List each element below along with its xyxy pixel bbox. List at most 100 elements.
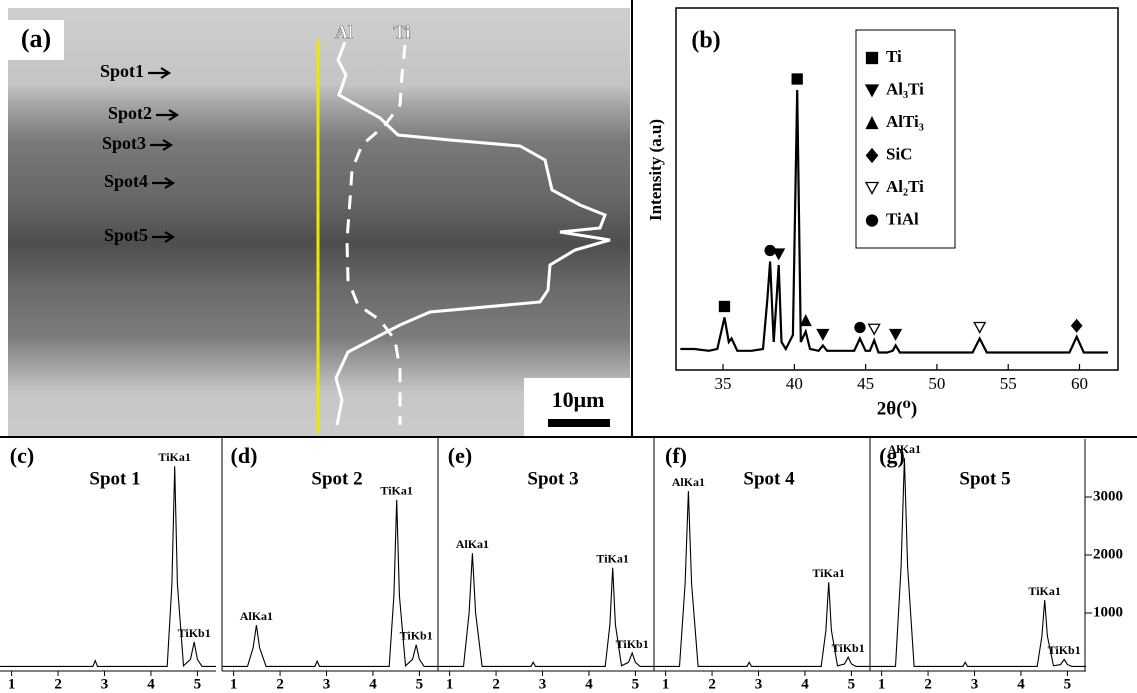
spot-label: Spot5 [104,225,148,245]
peak-label: AlKa1 [672,475,705,489]
x-tick-label: 3 [323,676,331,692]
peak-label: TiKb1 [1048,643,1081,657]
peak-label: TiKb1 [832,641,865,655]
profile-label: Ti [394,22,411,42]
panel-label: (a) [21,24,51,53]
peak-label: AlKa1 [240,609,273,623]
panel-title: Spot 3 [527,468,578,489]
panel-title: Spot 2 [311,468,362,489]
x-tick-label: 4 [801,676,809,692]
phase-marker [854,321,866,334]
x-tick-label: 3 [101,676,109,692]
legend-label: Al₂Ti [886,177,924,196]
y-tick-label: 1000 [1093,604,1123,620]
spot-arrow [148,67,172,79]
al-profile [334,41,611,426]
label-box [8,20,64,60]
x-tick-label: 4 [369,676,377,692]
x-tick-label: 2 [708,676,716,692]
phase-marker [718,300,731,313]
spot-arrow [152,231,176,243]
legend-marker [865,214,879,227]
panel-title: Spot 1 [89,468,140,489]
spot-arrow [150,139,174,151]
spot-label: Spot2 [108,103,152,123]
legend-marker [864,84,880,98]
peak-label: TiKb1 [178,626,211,640]
x-tick-label: 5 [416,676,424,692]
x-tick-label: 55 [1000,374,1017,393]
phase-marker [973,321,987,334]
x-tick-label: 3 [539,676,547,692]
x-tick-label: 2 [276,676,284,692]
y-tick-label: 2000 [1093,546,1123,562]
x-tick-label: 35 [715,374,732,393]
y-axis-label: Intensity (a.u) [646,119,665,221]
legend-label: AlTi₃ [886,112,924,131]
scale-bar [548,419,610,427]
spectrum-line [0,466,216,667]
legend-marker [865,116,879,130]
x-tick-label: 5 [848,676,856,692]
spectrum-line [870,458,1086,667]
legend-box [855,29,956,249]
phase-marker [816,328,830,341]
spot-arrow [156,109,180,121]
peak-label: AlKa1 [888,442,921,456]
panel-label: (e) [448,443,472,468]
ti-profile [345,44,407,425]
x-tick-label: 1 [446,676,454,692]
peak-label: TiKb1 [616,637,649,651]
y-tick-label: 3000 [1093,488,1123,504]
phase-marker [791,73,803,85]
phase-marker [1070,318,1083,333]
spectrum-line [654,491,870,667]
peak-label: TiKa1 [1028,584,1060,598]
panel-title: Spot 4 [743,468,795,489]
legend-label: Ti [886,47,902,66]
x-tick-label: 50 [928,374,945,393]
x-tick-label: 2 [54,676,62,692]
legend-label: TiAl [886,209,919,228]
x-tick-label: 4 [1017,676,1025,692]
x-tick-label: 3 [971,676,979,692]
panel-title: Spot 5 [959,468,1010,489]
x-tick-label: 5 [632,676,640,692]
peak-label: TiKb1 [400,629,433,643]
x-tick-label: 1 [8,676,16,692]
x-tick-label: 4 [585,676,593,692]
x-tick-label: 3 [755,676,763,692]
x-tick-label: 45 [857,374,874,393]
phase-marker [888,328,903,341]
phase-marker [867,323,881,336]
legend-label: SiC [886,144,912,163]
panel-label: (g) [879,443,905,468]
phase-marker [764,244,776,257]
peak-label: TiKa1 [158,450,190,464]
peak-label: TiKa1 [380,484,412,498]
xrd-pattern [680,89,1108,354]
legend-marker [864,181,880,195]
scale-label: 10μm [552,387,605,412]
panel-label: (c) [10,443,34,468]
panel-label: (f) [665,443,687,468]
x-tick-label: 60 [1071,374,1088,393]
x-tick-label: 1 [878,676,886,692]
spot-arrow [152,177,176,189]
phase-marker [772,248,786,261]
sem-image: (a) 10μm Al Ti [8,8,630,436]
spectrum-line [222,499,438,667]
spot-label: Spot1 [100,61,144,81]
phase-marker [799,314,812,327]
x-tick-label: 2 [924,676,932,692]
legend-marker [865,147,879,164]
x-tick-label: 40 [786,374,803,393]
spot-label: Spot4 [104,171,148,191]
x-tick-label: 1 [662,676,670,692]
x-axis-label: 2θ(⁰) [877,398,917,419]
x-tick-label: 5 [1064,676,1072,692]
spectrum-line [438,553,654,667]
panel-label: (d) [231,443,258,468]
